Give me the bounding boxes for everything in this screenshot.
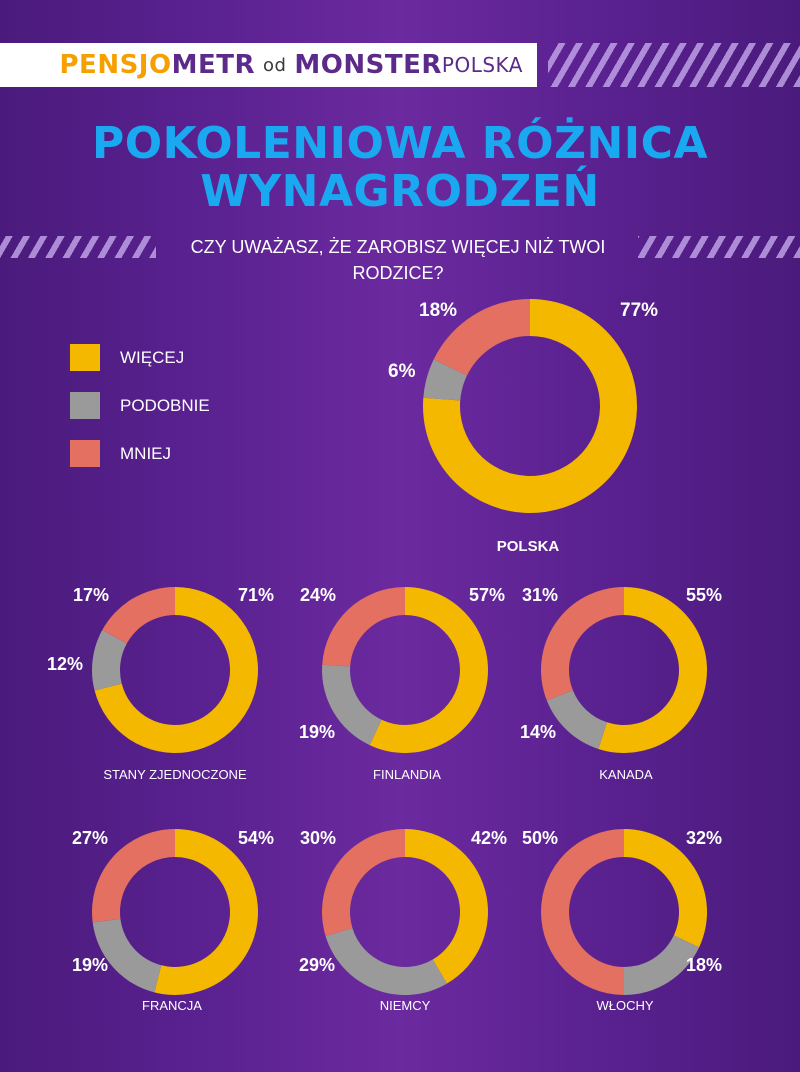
subtitle-stripes-right [638,236,800,258]
donut-segment-niemcy-podobnie [325,928,447,995]
donut-segment-polska-wiecej [423,299,637,513]
donut-segment-usa-wiecej [94,587,259,753]
page-title-line2: WYNAGRODZEŃ [200,166,600,217]
donut-segment-wlochy-mniej [541,829,624,995]
pct-label-francja-podobnie: 19% [72,955,109,975]
country-label-francja: FRANCJA [142,998,202,1013]
donut-segment-usa-podobnie [92,630,127,691]
pct-label-polska-wiecej: 77% [620,300,659,321]
donut-segment-wlochy-podobnie [624,935,700,995]
donut-usa [92,587,259,753]
header-stripes-decoration [548,43,800,87]
donut-segment-polska-mniej [433,299,530,376]
legend-label: PODOBNIE [120,395,210,415]
pct-label-kanada-podobnie: 14% [520,722,557,742]
donut-finlandia [322,587,489,754]
donut-segment-finlandia-mniej [322,587,405,667]
pct-label-polska-mniej: 18% [419,300,458,321]
page-title-line1: POKOLENIOWA RÓŻNICA [91,118,709,169]
donut-segment-wlochy-wiecej [624,829,708,948]
pct-label-finlandia-podobnie: 19% [299,722,336,742]
donut-segment-finlandia-wiecej [369,587,489,754]
pct-label-kanada-mniej: 31% [522,585,559,605]
pct-label-niemcy-mniej: 30% [300,828,337,848]
pct-label-finlandia-mniej: 24% [300,585,337,605]
legend-swatch-wiecej [70,344,100,371]
country-label-finlandia: FINLANDIA [373,767,441,782]
donut-segment-francja-podobnie [92,918,162,993]
pct-label-wlochy-mniej: 50% [522,828,559,848]
legend-label: MNIEJ [120,443,171,463]
donut-segment-francja-wiecej [154,829,258,995]
pct-label-finlandia-wiecej: 57% [469,585,506,605]
donut-kanada [541,587,707,754]
country-label-usa: STANY ZJEDNOCZONE [103,767,247,782]
legend-swatch-podobnie [70,392,100,419]
legend: WIĘCEJ PODOBNIE MNIEJ [70,344,210,467]
legend-swatch-mniej [70,440,100,467]
pct-label-niemcy-podobnie: 29% [299,955,336,975]
brand-polska: POLSKA [441,53,523,77]
pct-label-usa-podobnie: 12% [47,654,84,674]
country-label-polska: POLSKA [496,538,560,555]
pct-label-francja-mniej: 27% [72,828,109,848]
country-label-kanada: KANADA [599,767,653,782]
pct-label-niemcy-wiecej: 42% [471,828,508,848]
donut-wlochy [541,829,708,995]
legend-item-mniej: MNIEJ [70,440,210,467]
donut-segment-kanada-mniej [541,587,624,701]
donut-segment-francja-mniej [92,829,175,923]
brand-pensjo: PENSJO [59,50,172,80]
pct-label-kanada-wiecej: 55% [686,585,723,605]
donut-segment-finlandia-podobnie [322,664,382,746]
pct-label-wlochy-podobnie: 18% [686,955,723,975]
donut-segment-niemcy-wiecej [405,829,488,984]
brand-monster: MONSTER [294,50,442,80]
subtitle-stripes-left [0,236,156,258]
pct-label-wlochy-wiecej: 32% [686,828,723,848]
donut-segment-usa-mniej [102,587,175,644]
legend-item-podobnie: PODOBNIE [70,392,210,419]
survey-question: CZY UWAŻASZ, ŻE ZAROBISZ WIĘCEJ NIŻ TWOI… [190,237,606,283]
donut-segment-polska-podobnie [423,359,467,401]
donut-polska [423,299,637,513]
pct-label-usa-wiecej: 71% [238,585,275,605]
header-logo-bar: PENSJO METR od MONSTER POLSKA [0,43,537,87]
donut-segment-kanada-podobnie [546,690,608,749]
pct-label-usa-mniej: 17% [73,585,110,605]
brand-metr: METR [171,50,255,80]
country-label-niemcy: NIEMCY [379,998,431,1013]
donut-segment-kanada-wiecej [598,587,707,754]
donut-segment-niemcy-mniej [322,829,405,937]
pct-label-francja-wiecej: 54% [238,828,275,848]
donut-niemcy [322,829,488,995]
legend-label: WIĘCEJ [120,347,185,367]
pct-label-polska-podobnie: 6% [388,361,416,382]
donut-francja [92,829,258,995]
country-label-wlochy: WŁOCHY [596,998,654,1013]
legend-item-wiecej: WIĘCEJ [70,344,210,371]
brand-connector: od [262,54,287,76]
